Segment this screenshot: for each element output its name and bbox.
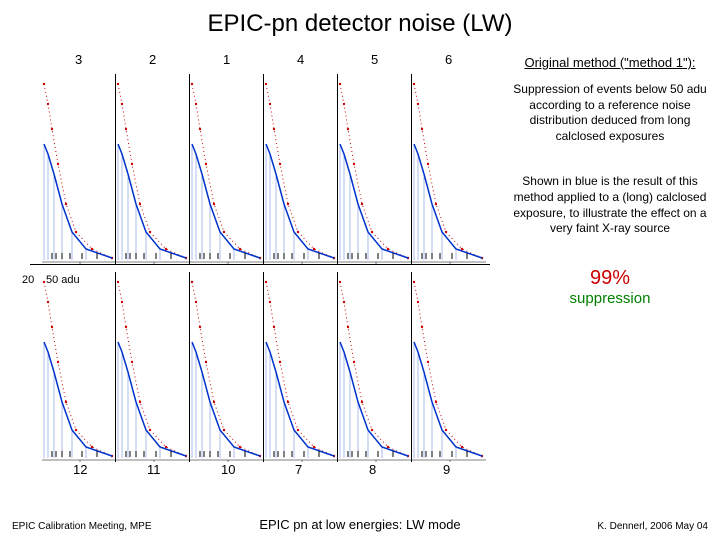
bottom-labels: 12 11 10 7 8 9 bbox=[30, 462, 490, 482]
top-label: 3 bbox=[75, 52, 82, 67]
chart-panel bbox=[42, 272, 116, 462]
bottom-label: 8 bbox=[369, 462, 376, 477]
top-label: 4 bbox=[297, 52, 304, 67]
chart-area: 321456 121110789 20 50 adu bbox=[30, 52, 490, 482]
suppression-pct: 99% bbox=[510, 267, 710, 290]
bottom-label: 7 bbox=[295, 462, 302, 477]
method-para-1: Suppression of events below 50 adu accor… bbox=[510, 82, 710, 144]
chart-panel bbox=[264, 74, 338, 264]
top-label: 6 bbox=[445, 52, 452, 67]
footer-right: K. Dennerl, 2006 May 04 bbox=[597, 521, 708, 532]
chart-panel bbox=[338, 272, 412, 462]
chart-panel bbox=[116, 74, 190, 264]
bottom-label: 12 bbox=[73, 462, 87, 477]
suppression-label: suppression bbox=[510, 290, 710, 307]
bottom-label: 9 bbox=[443, 462, 450, 477]
chart-panel bbox=[116, 272, 190, 462]
grid-row-top bbox=[30, 74, 490, 264]
chart-panel bbox=[190, 272, 264, 462]
method-heading: Original method ("method 1"): bbox=[510, 55, 710, 70]
top-label: 2 bbox=[149, 52, 156, 67]
bottom-label: 10 bbox=[221, 462, 235, 477]
chart-panel bbox=[412, 272, 486, 462]
top-labels: 3 2 1 4 5 6 bbox=[30, 52, 490, 72]
method-para-2: Shown in blue is the result of this meth… bbox=[510, 174, 710, 236]
chart-panel bbox=[42, 74, 116, 264]
chart-panel bbox=[412, 74, 486, 264]
top-label: 5 bbox=[371, 52, 378, 67]
chart-panel bbox=[190, 74, 264, 264]
grid-row-bottom bbox=[30, 272, 490, 462]
y-annot-20: 20 bbox=[22, 274, 34, 286]
chart-panel bbox=[338, 74, 412, 264]
top-label: 1 bbox=[223, 52, 230, 67]
chart-panel bbox=[264, 272, 338, 462]
page-title: EPIC-pn detector noise (LW) bbox=[0, 10, 720, 38]
bottom-label: 11 bbox=[147, 462, 161, 477]
y-annot-50: 50 adu bbox=[46, 274, 80, 286]
right-column: Original method ("method 1"): Suppressio… bbox=[510, 55, 710, 307]
row-divider bbox=[30, 264, 490, 265]
